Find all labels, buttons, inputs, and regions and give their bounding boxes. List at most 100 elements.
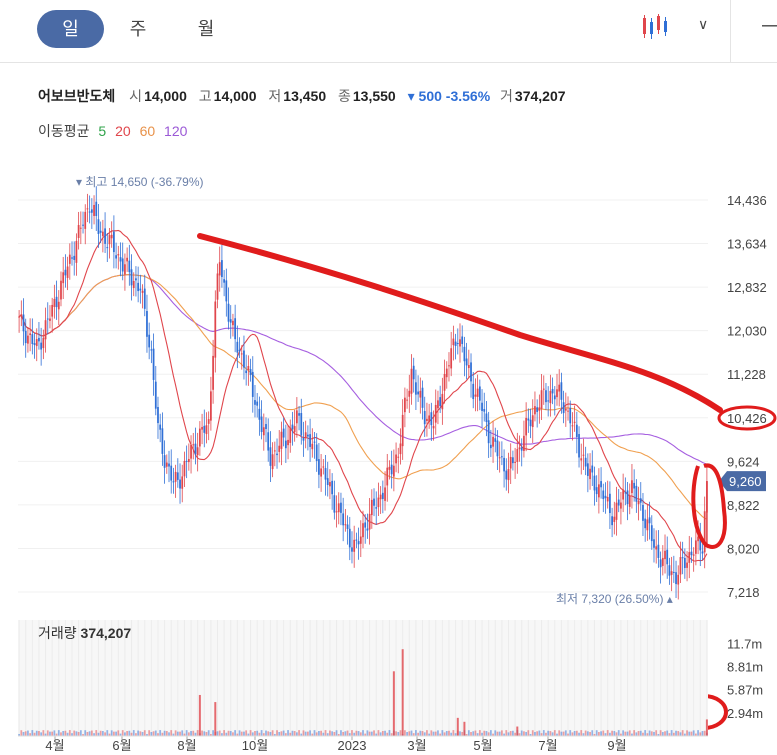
period-tabs: 일 주 월 ∨ — — [0, 0, 777, 63]
divider — [730, 0, 731, 62]
volume-bar — [340, 730, 342, 736]
candle-body — [210, 391, 212, 421]
candle-body — [485, 413, 488, 423]
volume-bar — [196, 730, 199, 736]
volume-bar — [351, 730, 353, 736]
volume-bar — [247, 733, 250, 736]
volume-bar — [384, 730, 386, 736]
candle-body — [366, 528, 369, 531]
candle-body — [368, 513, 371, 530]
volume-bar — [71, 733, 73, 736]
candle-body — [126, 257, 129, 262]
candle-body — [697, 536, 699, 542]
volume-bar — [271, 730, 274, 736]
low-value: 13,450 — [283, 88, 327, 104]
volume-bar — [399, 730, 402, 736]
volume-bar — [631, 733, 633, 736]
candlestick-type-icon[interactable] — [640, 12, 670, 42]
candle-body — [408, 390, 411, 397]
candle-body — [688, 552, 691, 563]
tab-month[interactable]: 월 — [197, 19, 215, 39]
tab-day[interactable]: 일 — [37, 10, 104, 48]
current-price-label: 9,260 — [729, 474, 762, 489]
candle-body — [344, 524, 347, 526]
volume-bar — [426, 730, 428, 736]
volume-bar — [692, 730, 695, 736]
candle-body — [666, 549, 669, 565]
volume-bar — [664, 731, 666, 736]
candle-body — [113, 231, 115, 253]
volume-bar — [318, 731, 320, 736]
candle-body — [304, 432, 307, 439]
quote-summary: 어보브반도체 시 14,000 고 14,000 저 13,450 종 13,550 ▾… — [38, 86, 574, 106]
candle-body — [295, 410, 298, 424]
volume-bar — [137, 730, 140, 736]
close-label: 종 — [338, 88, 351, 104]
volume-bar — [417, 732, 419, 736]
volume-bar — [353, 732, 356, 736]
candle-body — [597, 484, 600, 498]
candle-body — [384, 487, 386, 501]
candle-body — [481, 402, 483, 411]
volume-bar — [465, 734, 468, 736]
volume-bar — [163, 730, 166, 736]
candle-body — [203, 425, 206, 433]
candle-body — [234, 318, 237, 340]
tab-week[interactable]: 주 — [129, 19, 147, 39]
candle-body — [201, 426, 203, 430]
candle-body — [487, 420, 490, 444]
volume-bar — [99, 730, 102, 736]
candle-body — [386, 467, 389, 486]
collapse-icon[interactable]: — — [762, 14, 777, 37]
candle-body — [119, 257, 122, 262]
volume-bar — [221, 733, 223, 736]
candle-body — [249, 369, 252, 376]
candle-body — [635, 485, 638, 502]
candle-body — [117, 254, 120, 256]
candle-body — [137, 282, 140, 292]
candle-body — [256, 401, 259, 406]
candle-body — [591, 465, 594, 473]
volume-bar — [60, 732, 62, 736]
volume-bar — [265, 730, 267, 736]
volume-bar — [501, 730, 503, 736]
candle-body — [516, 449, 519, 462]
volume-bar — [428, 733, 431, 736]
volume-bar — [203, 731, 206, 736]
volume-bar — [525, 731, 528, 736]
volume-bar — [307, 731, 309, 736]
volume-bar — [368, 731, 371, 736]
volume-tick-label: 5.87m — [727, 683, 763, 698]
volume-bar — [157, 733, 159, 736]
volume-bar — [681, 730, 684, 736]
high-marker: ▾ 최고 14,650 (-36.79%) — [76, 175, 204, 189]
candle-body — [168, 463, 170, 467]
candle-body — [646, 519, 649, 531]
chevron-down-icon[interactable]: ∨ — [698, 16, 709, 32]
candle-body — [604, 495, 607, 499]
candle-body — [31, 334, 34, 345]
candle-body — [300, 413, 303, 436]
volume-bar — [44, 733, 47, 736]
candle-body — [441, 393, 444, 410]
volume-bar — [540, 733, 543, 736]
candle-body — [196, 447, 199, 456]
candle-body — [404, 397, 406, 413]
volume-bar — [534, 732, 536, 736]
volume-bar — [333, 731, 336, 736]
candle-body — [362, 523, 364, 538]
volume-bar — [320, 730, 322, 736]
candle-body — [642, 504, 644, 521]
ma60-line — [18, 274, 708, 520]
volume-spike-bar — [516, 726, 519, 736]
candle-body — [293, 426, 296, 433]
volume-bar — [357, 731, 360, 736]
high-label: 고 — [198, 88, 212, 104]
candle-body — [97, 219, 100, 234]
volume-bar — [569, 730, 572, 736]
candle-body — [401, 414, 404, 447]
candle-body — [461, 336, 464, 345]
candle-body — [24, 330, 27, 344]
volume-bar — [240, 731, 243, 736]
